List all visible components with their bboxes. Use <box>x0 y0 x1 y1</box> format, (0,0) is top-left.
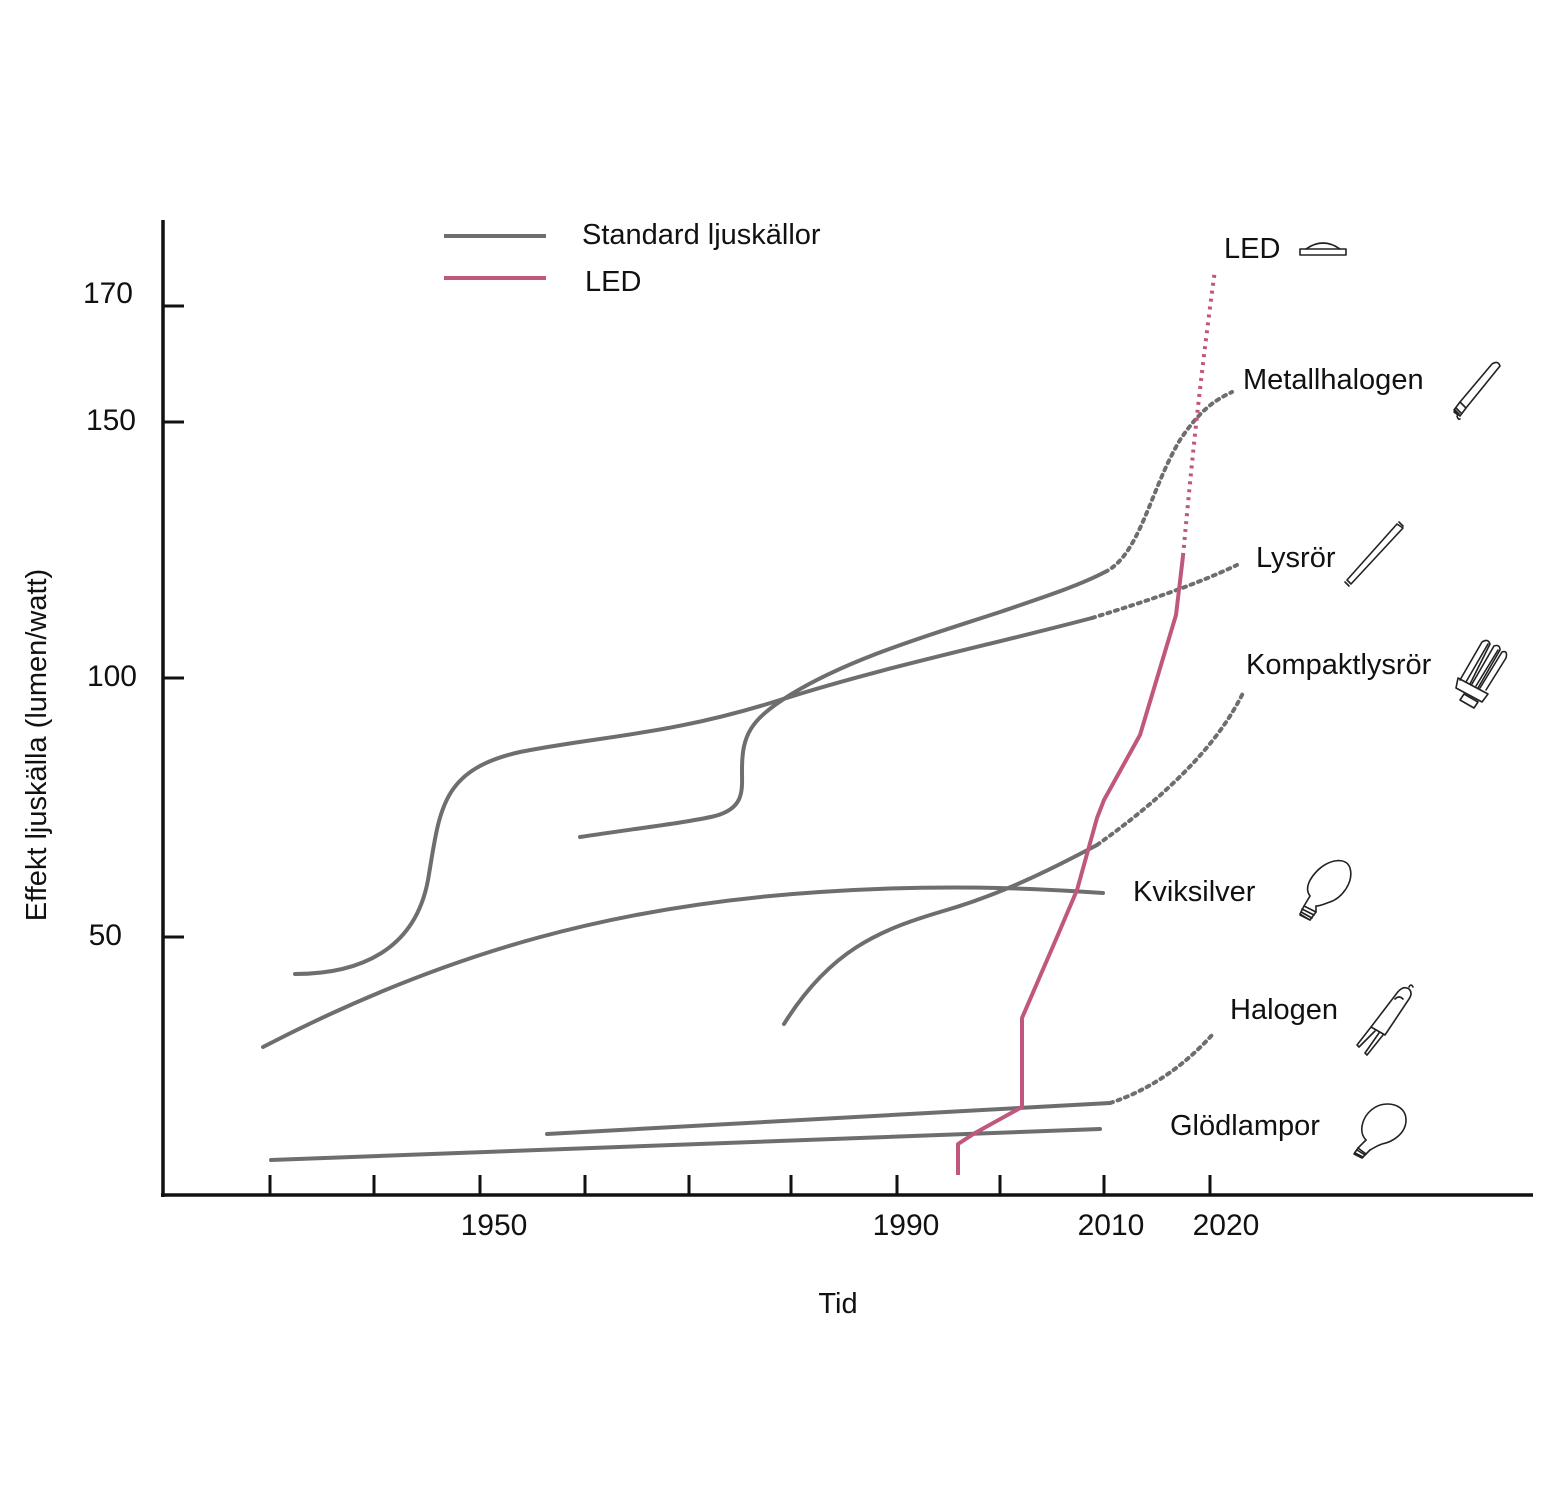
mercury-lamp-icon <box>1299 859 1352 921</box>
standard-series <box>261 390 1245 1162</box>
y-tick-label-170: 170 <box>83 277 133 310</box>
label-kviksilver: Kviksilver <box>1133 876 1256 908</box>
axes: 170 150 100 50 1950 1990 2010 2020 Tid E… <box>21 220 1533 1320</box>
label-led: LED <box>1224 233 1280 265</box>
series-metallhalogen <box>578 570 1107 839</box>
metal-halide-lamp-icon <box>1453 361 1501 420</box>
x-ticks <box>268 1175 1212 1195</box>
y-tick-label-50: 50 <box>89 919 122 952</box>
y-axis-title: Effekt ljuskälla (lumen/watt) <box>21 569 53 921</box>
x-axis-title: Tid <box>818 1288 857 1320</box>
series-led-projection <box>1181 269 1217 557</box>
halogen-bulb-icon <box>1356 984 1414 1056</box>
series-lysror-projection <box>1090 563 1239 620</box>
series-halogen-projection <box>1108 1033 1214 1105</box>
series-kviksilver <box>261 885 1105 1049</box>
fluorescent-tube-icon <box>1344 521 1404 587</box>
compact-fluorescent-icon <box>1455 639 1508 709</box>
y-tick-label-100: 100 <box>87 660 137 693</box>
label-halogen: Halogen <box>1230 994 1338 1026</box>
label-lysror: Lysrör <box>1256 542 1336 574</box>
led-series <box>956 269 1217 1175</box>
series-halogen <box>545 1101 1112 1136</box>
series-led <box>956 555 1185 1175</box>
y-tick-label-150: 150 <box>86 404 136 437</box>
incandescent-bulb-icon <box>1353 1103 1407 1159</box>
label-metallhalogen: Metallhalogen <box>1243 364 1424 396</box>
legend-label-standard: Standard ljuskällor <box>582 219 821 251</box>
x-tick-label-1950: 1950 <box>461 1209 528 1242</box>
label-kompaktlysror: Kompaktlysrör <box>1246 649 1432 681</box>
legend: Standard ljuskällor LED <box>444 219 821 298</box>
series-labels: LED Metallhalogen Lysrör Kompaktlysrör K… <box>1133 233 1432 1142</box>
x-tick-label-2020: 2020 <box>1193 1209 1260 1242</box>
led-chip-icon <box>1299 242 1347 256</box>
x-tick-label-1990: 1990 <box>873 1209 940 1242</box>
series-lysror <box>293 616 1094 976</box>
series-glodlampor <box>269 1127 1102 1162</box>
series-kompaktlysror-projection <box>1095 691 1245 847</box>
series-metallhalogen-projection <box>1103 390 1234 574</box>
legend-label-led: LED <box>585 266 641 298</box>
x-tick-label-2010: 2010 <box>1078 1209 1145 1242</box>
series-kompaktlysror <box>782 843 1099 1026</box>
label-glodlampor: Glödlampor <box>1170 1110 1320 1142</box>
